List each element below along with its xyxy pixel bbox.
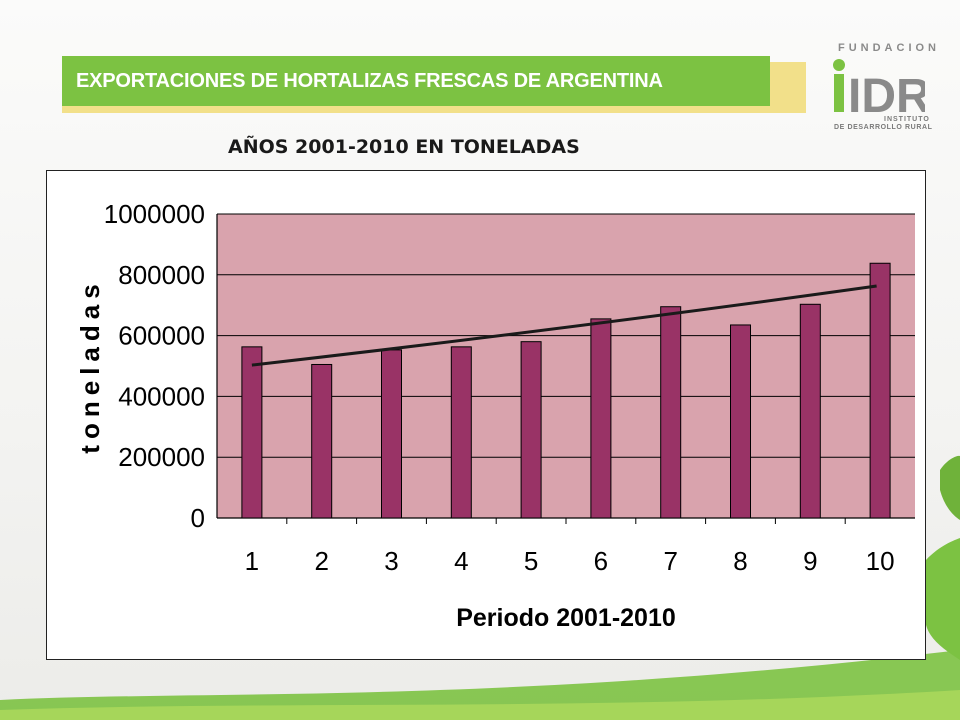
plot-area <box>217 214 915 518</box>
x-tick-label: 10 <box>866 546 895 576</box>
x-tick-label: 8 <box>733 546 747 576</box>
bar <box>869 262 891 519</box>
y-tick-label: 0 <box>191 503 205 533</box>
title-bar: EXPORTACIONES DE HORTALIZAS FRESCAS DE A… <box>62 56 770 106</box>
x-tick-label: 3 <box>384 546 398 576</box>
logo-subtext-2: DE DESARROLLO RURAL <box>834 124 933 131</box>
logo-top-text: FUNDACION <box>838 42 940 54</box>
y-tick-label: 600000 <box>118 321 205 351</box>
bar <box>450 346 472 519</box>
x-axis-title: Periodo 2001-2010 <box>456 604 676 632</box>
x-tick-label: 7 <box>663 546 677 576</box>
y-axis-title: toneladas <box>75 278 105 453</box>
slide-subtitle: AÑOS 2001-2010 EN TONELADAS <box>228 136 580 158</box>
y-tick-label: 1000000 <box>104 199 205 229</box>
y-tick-label: 800000 <box>118 260 205 290</box>
y-tick-label: 400000 <box>118 381 205 411</box>
bar <box>241 346 263 519</box>
chart-frame: 0 200000 400000 600000 800000 1000000 1 2 3 4 5 6 7 8… <box>46 170 926 660</box>
slide-title: EXPORTACIONES DE HORTALIZAS FRESCAS DE A… <box>76 69 663 92</box>
x-tick-label: 4 <box>454 546 468 576</box>
bar <box>799 303 821 519</box>
bar <box>381 349 402 519</box>
idr-logo-mark: IDR <box>833 59 925 120</box>
y-tick-label: 200000 <box>118 442 205 472</box>
bar <box>520 341 542 519</box>
bar <box>660 306 682 519</box>
bar <box>311 363 333 519</box>
bar <box>590 318 612 519</box>
bar <box>730 324 751 519</box>
bar-chart: 0 200000 400000 600000 800000 1000000 1 2 3 4 5 6 7 8… <box>75 199 915 632</box>
x-tick-label: 6 <box>594 546 608 576</box>
x-tick-label: 2 <box>314 546 328 576</box>
x-tick-label: 1 <box>245 546 259 576</box>
logo-mark-text: IDR <box>848 70 925 120</box>
logo-subtext-1: INSTITUTO <box>884 116 930 123</box>
fundacion-idr-logo: FUNDACION IDR INSTITUTO DE DESARROLLO RU… <box>830 38 936 131</box>
trendline <box>251 284 877 367</box>
x-tick-label: 9 <box>803 546 817 576</box>
x-tick-label: 5 <box>524 546 538 576</box>
